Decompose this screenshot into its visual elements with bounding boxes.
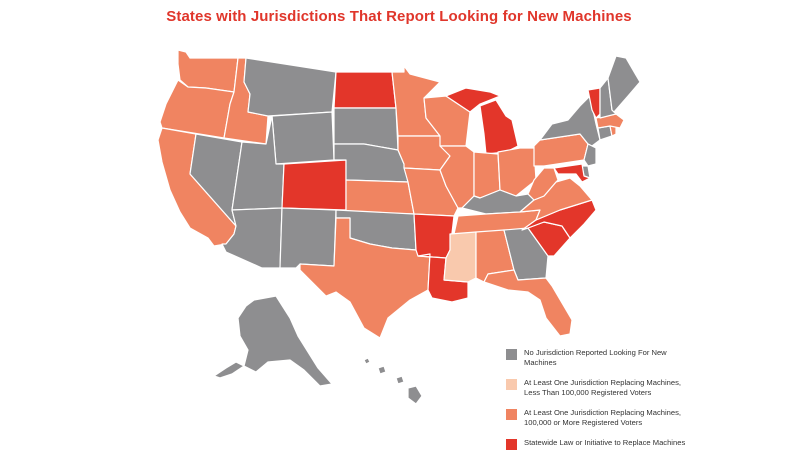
state-new-jersey[interactable] xyxy=(583,143,597,167)
legend-item-no-jurisdiction: No Jurisdiction Reported Looking For New… xyxy=(506,348,736,368)
state-hawaii-maui[interactable] xyxy=(395,375,405,385)
state-vermont[interactable] xyxy=(587,87,601,119)
state-kansas[interactable] xyxy=(345,179,415,215)
state-michigan-upper[interactable] xyxy=(445,87,501,113)
state-hawaii-oahu[interactable] xyxy=(377,365,387,375)
legend-swatch xyxy=(506,349,517,360)
state-colorado[interactable] xyxy=(281,159,347,211)
state-michigan[interactable] xyxy=(479,99,519,155)
legend-label-line: At Least One Jurisdiction Replacing Mach… xyxy=(524,408,682,417)
legend-item-over-100k: At Least One Jurisdiction Replacing Mach… xyxy=(506,408,736,428)
state-arkansas[interactable] xyxy=(413,213,455,259)
legend-swatch xyxy=(506,379,517,390)
map-title: States with Jurisdictions That Report Lo… xyxy=(166,8,632,25)
state-new-york[interactable] xyxy=(539,95,601,147)
state-new-mexico[interactable] xyxy=(279,207,337,269)
state-florida[interactable] xyxy=(483,269,573,337)
legend-label-line: At Least One Jurisdiction Replacing Mach… xyxy=(524,378,682,387)
state-alaska-aleutians[interactable] xyxy=(213,361,245,379)
legend: No Jurisdiction Reported Looking For New… xyxy=(506,348,736,460)
legend-label-line: Statewide Law or Initiative to Replace M… xyxy=(524,438,686,447)
state-wyoming[interactable] xyxy=(271,111,335,165)
state-texas[interactable] xyxy=(299,217,431,339)
legend-swatch xyxy=(506,409,517,420)
legend-label-line: Less Than 100,000 Registered Voters xyxy=(524,388,652,397)
state-north-dakota[interactable] xyxy=(333,71,397,109)
legend-label-line: Machines xyxy=(524,358,557,367)
legend-swatch xyxy=(506,439,517,450)
state-illinois[interactable] xyxy=(439,145,475,209)
legend-item-statewide: Statewide Law or Initiative to Replace M… xyxy=(506,438,736,450)
state-montana[interactable] xyxy=(243,57,337,117)
state-maine[interactable] xyxy=(607,55,641,113)
legend-label-line: 100,000 or More Registered Voters xyxy=(524,418,643,427)
state-alaska[interactable] xyxy=(237,295,333,387)
legend-item-under-100k: At Least One Jurisdiction Replacing Mach… xyxy=(506,378,736,398)
state-maryland[interactable] xyxy=(553,163,591,183)
state-hawaii-big-island[interactable] xyxy=(407,385,423,405)
state-hawaii-kauai[interactable] xyxy=(363,357,371,365)
legend-label-line: No Jurisdiction Reported Looking For New xyxy=(524,348,667,357)
state-west-virginia[interactable] xyxy=(527,167,559,201)
